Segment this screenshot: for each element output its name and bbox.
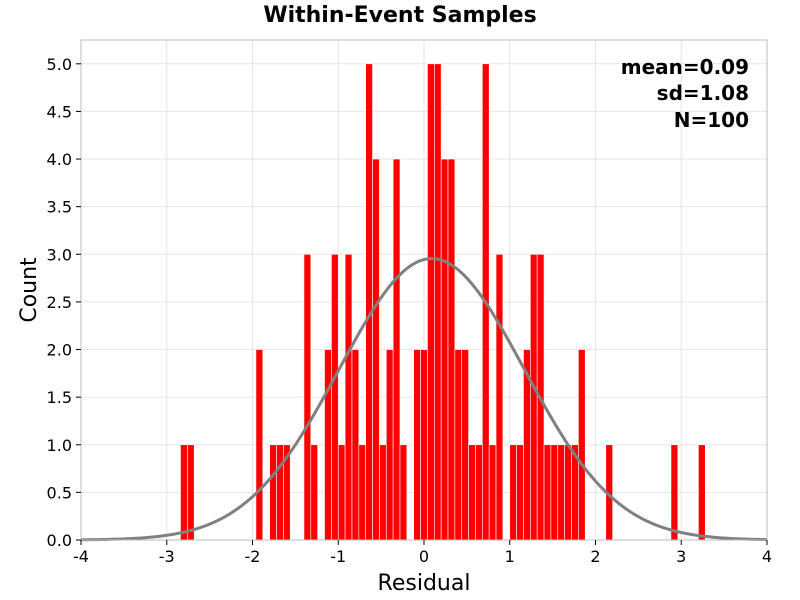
histogram-bar (255, 349, 264, 541)
histogram-bar (399, 444, 408, 541)
y-tick-label: 2.5 (47, 293, 72, 312)
histogram-bar (447, 158, 456, 541)
histogram-bar (180, 444, 188, 541)
x-tick-label: 3 (676, 547, 686, 566)
normal-fit-curve (80, 257, 768, 542)
y-tick-label: 3.5 (47, 198, 72, 217)
y-axis-ticks: 0.0 0.5 1.0 1.5 2.0 2.5 3.0 3.5 4.0 4.5 5.0 (47, 55, 81, 550)
stats-n: N=100 (674, 108, 749, 132)
histogram-bar (379, 444, 387, 541)
histogram-bar (358, 444, 366, 541)
histogram-bar (269, 444, 277, 541)
histogram-bar (392, 158, 401, 541)
x-tick-label: 0 (419, 547, 429, 566)
x-axis-label: Residual (378, 571, 471, 596)
histogram-bar (324, 349, 332, 541)
histogram-bar (698, 444, 706, 541)
histogram-bar (550, 444, 559, 541)
histogram-bar (365, 63, 373, 541)
y-tick-label: 3.0 (47, 245, 72, 264)
histogram-bar (303, 253, 312, 541)
histogram-bar (670, 444, 679, 541)
chart-title: Within-Event Samples (263, 3, 536, 28)
histogram-bar (413, 349, 421, 541)
histogram-bar (509, 444, 517, 541)
y-tick-label: 0.5 (47, 483, 72, 502)
histogram-bar (385, 349, 394, 541)
histogram-bar (578, 349, 586, 541)
y-tick-label: 4.0 (47, 150, 72, 169)
x-axis-ticks: -4 -3 -2 -1 0 1 2 3 4 (73, 540, 772, 566)
histogram-bar (454, 349, 463, 541)
histogram-bar (331, 253, 339, 541)
histogram-bar (530, 253, 538, 541)
y-tick-label: 4.5 (47, 102, 72, 121)
histogram-bar (440, 158, 449, 541)
histogram-bar (543, 444, 552, 541)
histogram-bar (468, 444, 476, 541)
histogram-bar (495, 253, 504, 541)
x-tick-label: 4 (762, 547, 772, 566)
histogram-bar (564, 444, 572, 541)
histogram-bar (427, 63, 435, 541)
x-tick-label: 2 (590, 547, 600, 566)
y-axis-label: Count (17, 257, 42, 323)
stats-mean: mean=0.09 (621, 55, 749, 79)
y-tick-label: 0.0 (47, 531, 72, 550)
histogram-bar (372, 158, 380, 541)
histogram-bar (337, 444, 346, 541)
stats-sd: sd=1.08 (657, 81, 749, 105)
y-tick-label: 2.0 (47, 341, 72, 360)
histogram-bar (433, 63, 442, 541)
histogram-bar (344, 253, 353, 541)
histogram-bar (488, 444, 497, 541)
x-tick-label: -1 (330, 547, 346, 566)
y-tick-label: 1.5 (47, 388, 72, 407)
histogram-bar (187, 444, 195, 541)
histogram-bar (351, 349, 360, 541)
histogram-bar (557, 444, 565, 541)
histogram-bar (516, 444, 524, 541)
x-tick-label: -3 (159, 547, 175, 566)
histogram-bar (475, 444, 483, 541)
histogram-bar (310, 444, 318, 541)
histogram-bar (420, 349, 428, 541)
x-tick-label: -4 (73, 547, 89, 566)
x-tick-label: -2 (245, 547, 261, 566)
x-tick-label: 1 (505, 547, 515, 566)
histogram-bar (276, 444, 284, 541)
histogram-bar (461, 349, 469, 541)
y-tick-label: 1.0 (47, 436, 72, 455)
y-tick-label: 5.0 (47, 55, 72, 74)
